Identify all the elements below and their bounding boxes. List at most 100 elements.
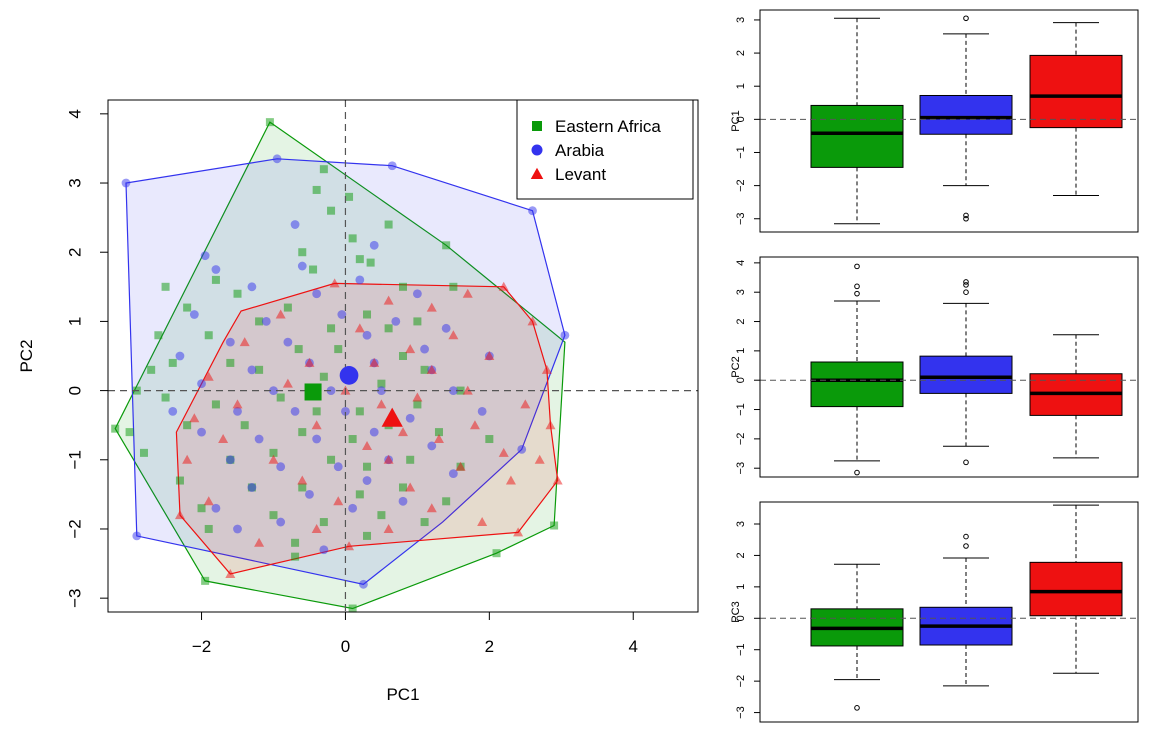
data-point (247, 483, 257, 492)
x-tick-label: 2 (485, 637, 494, 656)
y-tick-label: 3 (735, 289, 747, 295)
data-point (265, 118, 274, 127)
data-point (426, 503, 437, 513)
data-point (383, 523, 394, 533)
data-point (327, 455, 336, 464)
points-arabia (121, 154, 570, 589)
data-point (232, 399, 243, 409)
data-point (545, 420, 556, 430)
data-point (448, 330, 459, 340)
box-iqr (810, 104, 904, 168)
data-point (297, 475, 308, 485)
y-tick-label: 2 (66, 247, 85, 256)
data-point (384, 220, 393, 229)
data-point (290, 406, 300, 416)
data-point (477, 406, 487, 416)
data-point (247, 365, 257, 375)
data-point (226, 358, 235, 367)
data-point (398, 496, 408, 506)
data-point (175, 476, 184, 485)
data-point (355, 490, 364, 499)
data-point (398, 427, 408, 437)
data-point (111, 424, 120, 433)
data-point (319, 372, 328, 381)
data-point (182, 454, 193, 464)
data-point (197, 379, 206, 389)
data-point (203, 371, 214, 381)
boxplot-pc3: −3 −2 −1 0 1 2 3 PC3 (730, 501, 1139, 723)
data-point (362, 330, 372, 340)
data-point (462, 385, 473, 395)
legend-label: Arabia (555, 141, 605, 160)
data-point (298, 483, 307, 492)
data-point (268, 454, 279, 464)
data-point (168, 358, 177, 367)
data-point (326, 386, 336, 395)
data-point (433, 434, 444, 444)
data-point (498, 447, 509, 457)
hull-levant (175, 282, 559, 575)
y-tick-label: −3 (735, 706, 747, 719)
data-point (420, 365, 429, 374)
data-point (211, 275, 220, 284)
points-eastern-africa (111, 118, 559, 613)
data-point (204, 524, 213, 533)
data-point (312, 289, 322, 299)
data-point (272, 154, 282, 164)
data-point (552, 475, 563, 485)
box-iqr (810, 361, 904, 408)
data-point (366, 258, 375, 267)
data-point (275, 309, 286, 319)
outlier-point (963, 459, 969, 466)
data-point (359, 579, 368, 589)
boxplot-pc2: −3 −2 −1 0 1 2 3 4 PC2 (730, 256, 1139, 478)
data-point (147, 365, 156, 374)
data-point (405, 344, 416, 354)
data-point (240, 421, 249, 430)
box-eastern-africa (810, 17, 904, 225)
data-point (517, 445, 527, 454)
outlier-point (963, 215, 969, 222)
box-iqr (1029, 561, 1123, 617)
data-point (175, 351, 185, 361)
data-point (239, 337, 250, 347)
data-point (498, 281, 509, 291)
data-point (420, 518, 429, 527)
data-point (200, 251, 210, 261)
data-point (211, 503, 221, 513)
data-point (290, 220, 300, 229)
data-point (197, 427, 206, 437)
data-point (413, 400, 422, 409)
y-tick-label: −3 (735, 212, 747, 225)
data-point (528, 206, 537, 216)
box-eastern-africa (810, 263, 904, 476)
y-tick-label: 2 (735, 50, 747, 56)
data-point (469, 420, 480, 430)
data-point (297, 261, 307, 271)
y-tick-label: 1 (735, 83, 747, 89)
legend-marker-levant (530, 167, 544, 179)
data-point (298, 248, 307, 257)
data-point (541, 364, 552, 374)
data-point (334, 345, 343, 354)
legend-label: Levant (555, 165, 606, 184)
data-point (337, 310, 347, 319)
data-point (329, 278, 340, 288)
y-tick-label: −2 (735, 675, 747, 688)
y-tick-label: 0 (735, 615, 747, 621)
data-point (484, 351, 495, 360)
legend-marker-eastern-africa (532, 121, 542, 131)
data-point (369, 357, 380, 367)
y-axis-label: PC2 (730, 356, 742, 377)
box-levant (1029, 504, 1123, 674)
data-point (376, 399, 387, 409)
data-point (225, 337, 235, 347)
data-point (427, 441, 437, 451)
data-point (233, 524, 242, 534)
data-point (197, 504, 206, 513)
data-point (218, 434, 229, 444)
data-point (442, 497, 451, 506)
data-point (233, 406, 242, 416)
x-tick-label: 4 (629, 637, 638, 656)
outlier-point (854, 469, 860, 476)
